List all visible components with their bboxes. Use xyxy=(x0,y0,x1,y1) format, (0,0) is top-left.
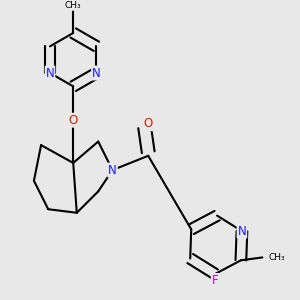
Text: O: O xyxy=(144,117,153,130)
Text: N: N xyxy=(238,225,246,238)
Text: O: O xyxy=(69,114,78,127)
Text: N: N xyxy=(108,164,117,176)
Text: CH₃: CH₃ xyxy=(269,253,285,262)
Text: CH₃: CH₃ xyxy=(65,1,82,10)
Text: N: N xyxy=(46,67,54,80)
Text: F: F xyxy=(212,274,218,287)
Text: N: N xyxy=(92,67,101,80)
